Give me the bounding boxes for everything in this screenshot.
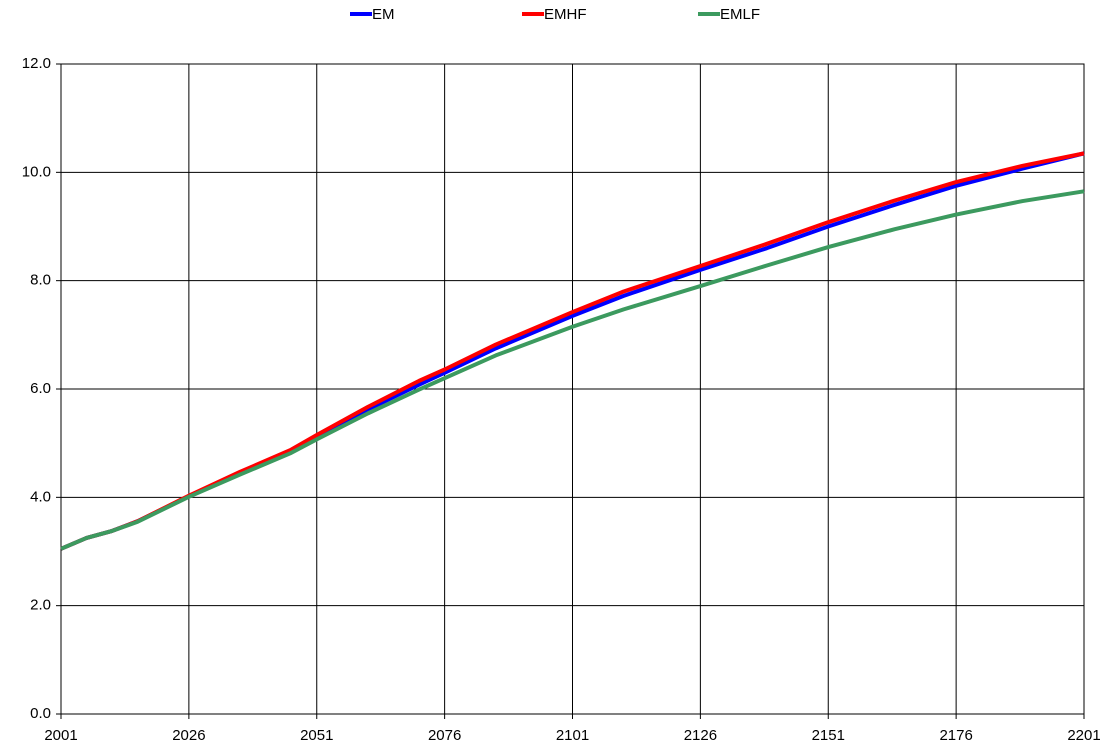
y-tick-label: 0.0 [30, 705, 51, 722]
x-tick-label: 2026 [172, 727, 205, 744]
x-tick-label: 2151 [812, 727, 845, 744]
legend-label: EMLF [720, 6, 760, 23]
x-tick-label: 2001 [44, 727, 77, 744]
x-tick-label: 2051 [300, 727, 333, 744]
y-tick-label: 6.0 [30, 380, 51, 397]
y-tick-label: 2.0 [30, 597, 51, 614]
x-tick-label: 2076 [428, 727, 461, 744]
y-tick-label: 12.0 [22, 55, 51, 72]
x-tick-label: 2126 [684, 727, 717, 744]
data-line [60, 189, 1085, 551]
y-tick-label: 10.0 [22, 163, 51, 180]
x-tick-label: 2101 [556, 727, 589, 744]
legend-label: EM [372, 6, 395, 23]
y-tick-label: 4.0 [30, 488, 51, 505]
x-tick-label: 2201 [1067, 727, 1100, 744]
x-tick-label: 2176 [939, 727, 972, 744]
legend-label: EMHF [544, 6, 587, 23]
y-tick-label: 8.0 [30, 272, 51, 289]
plot-frame [60, 63, 1085, 715]
